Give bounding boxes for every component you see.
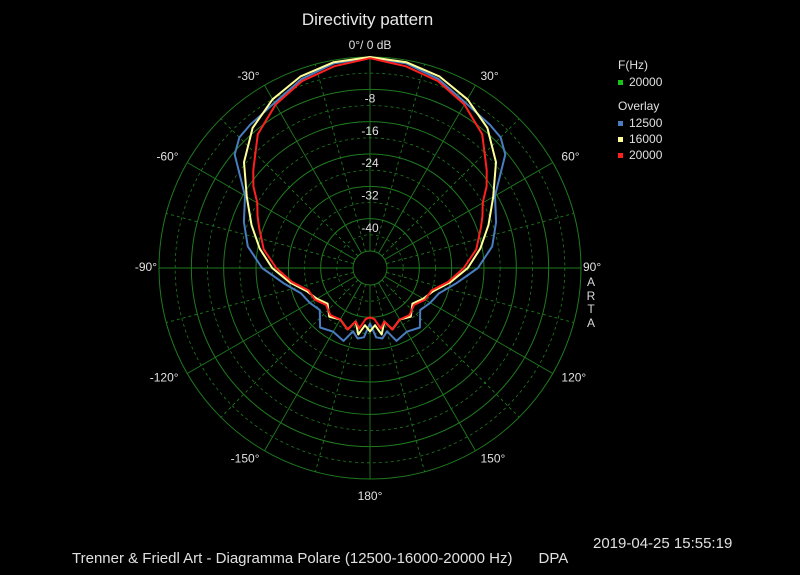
polar-curve-12500	[233, 56, 507, 342]
angle-label: -120°	[150, 371, 179, 385]
angle-label: 90°	[583, 260, 601, 274]
radial-tick-label: -8	[365, 92, 376, 106]
radial-tick-label: -40	[361, 221, 379, 235]
grid-spoke-minor	[314, 64, 367, 252]
legend-overlay-item: 12500	[618, 115, 662, 131]
legend-current-header: F(Hz)	[618, 58, 648, 72]
legend-current-item: 20000	[618, 74, 662, 90]
legend-overlay-item: 16000	[618, 131, 662, 147]
polar-grid	[158, 56, 582, 480]
legend-overlay-item: 20000	[618, 147, 662, 163]
angle-label: 180°	[358, 489, 383, 503]
footer: Trenner & Friedl Art - Diagramma Polare …	[72, 550, 568, 567]
legend: F(Hz) 20000 Overlay 12500 16000 20000	[618, 57, 662, 163]
grid-spoke-minor	[220, 279, 359, 418]
angle-label: -30°	[237, 69, 259, 83]
grid-spoke	[187, 162, 356, 260]
grid-spoke-minor	[166, 212, 354, 265]
footer-caption: Trenner & Friedl Art - Diagramma Polare …	[72, 550, 513, 567]
angle-label: -90°	[135, 260, 157, 274]
angle-label: -60°	[156, 150, 178, 164]
grid-spoke-minor	[386, 271, 574, 324]
grid-spoke-minor	[381, 118, 520, 257]
legend-overlay-header: Overlay	[618, 99, 660, 113]
grid-spoke-minor	[220, 118, 359, 257]
timestamp: 2019-04-25 15:55:19	[593, 535, 733, 552]
top-angle-label: 0°/ 0 dB	[349, 38, 392, 52]
grid-spoke-minor	[381, 279, 520, 418]
grid-spoke	[384, 162, 553, 260]
grid-spoke	[378, 85, 476, 254]
grid-spoke	[187, 276, 356, 374]
grid-spoke-minor	[373, 64, 426, 252]
radial-tick-label: -16	[361, 124, 379, 138]
grid-spoke	[264, 85, 362, 254]
footer-tag: DPA	[538, 550, 569, 567]
legend-swatch	[618, 136, 623, 142]
legend-label: 20000	[629, 75, 663, 89]
grid-spoke	[378, 282, 476, 451]
grid-spoke-minor	[166, 271, 354, 324]
grid-spoke-minor	[373, 284, 426, 472]
angle-label: 30°	[481, 69, 499, 83]
chart-title: Directivity pattern	[301, 10, 434, 29]
radial-tick-label: -32	[361, 189, 379, 203]
polar-labels: -40 -32 -24 -16 -8 0°/ 0 dB -150° -120° -90° -60°…	[135, 38, 602, 503]
legend-label: 20000	[629, 148, 663, 162]
grid-spoke-minor	[386, 212, 574, 265]
angle-label: 60°	[561, 150, 579, 164]
angle-label: 150°	[481, 452, 506, 466]
polar-curve-20000	[252, 57, 488, 331]
grid-ring-inner	[352, 250, 388, 286]
legend-label: 12500	[629, 116, 663, 130]
legend-label: 16000	[629, 132, 663, 146]
polar-curves	[233, 56, 507, 342]
polar-curve-16000	[243, 56, 497, 336]
legend-swatch	[618, 152, 623, 158]
arta-watermark: A R T A	[586, 275, 596, 330]
radial-tick-label: -24	[361, 156, 379, 170]
grid-spoke	[384, 276, 553, 374]
legend-swatch	[618, 120, 623, 126]
grid-spoke	[264, 282, 362, 451]
legend-swatch	[618, 79, 623, 85]
angle-label: -150°	[231, 452, 260, 466]
grid-spoke-minor	[314, 284, 367, 472]
angle-label: 120°	[561, 371, 586, 385]
